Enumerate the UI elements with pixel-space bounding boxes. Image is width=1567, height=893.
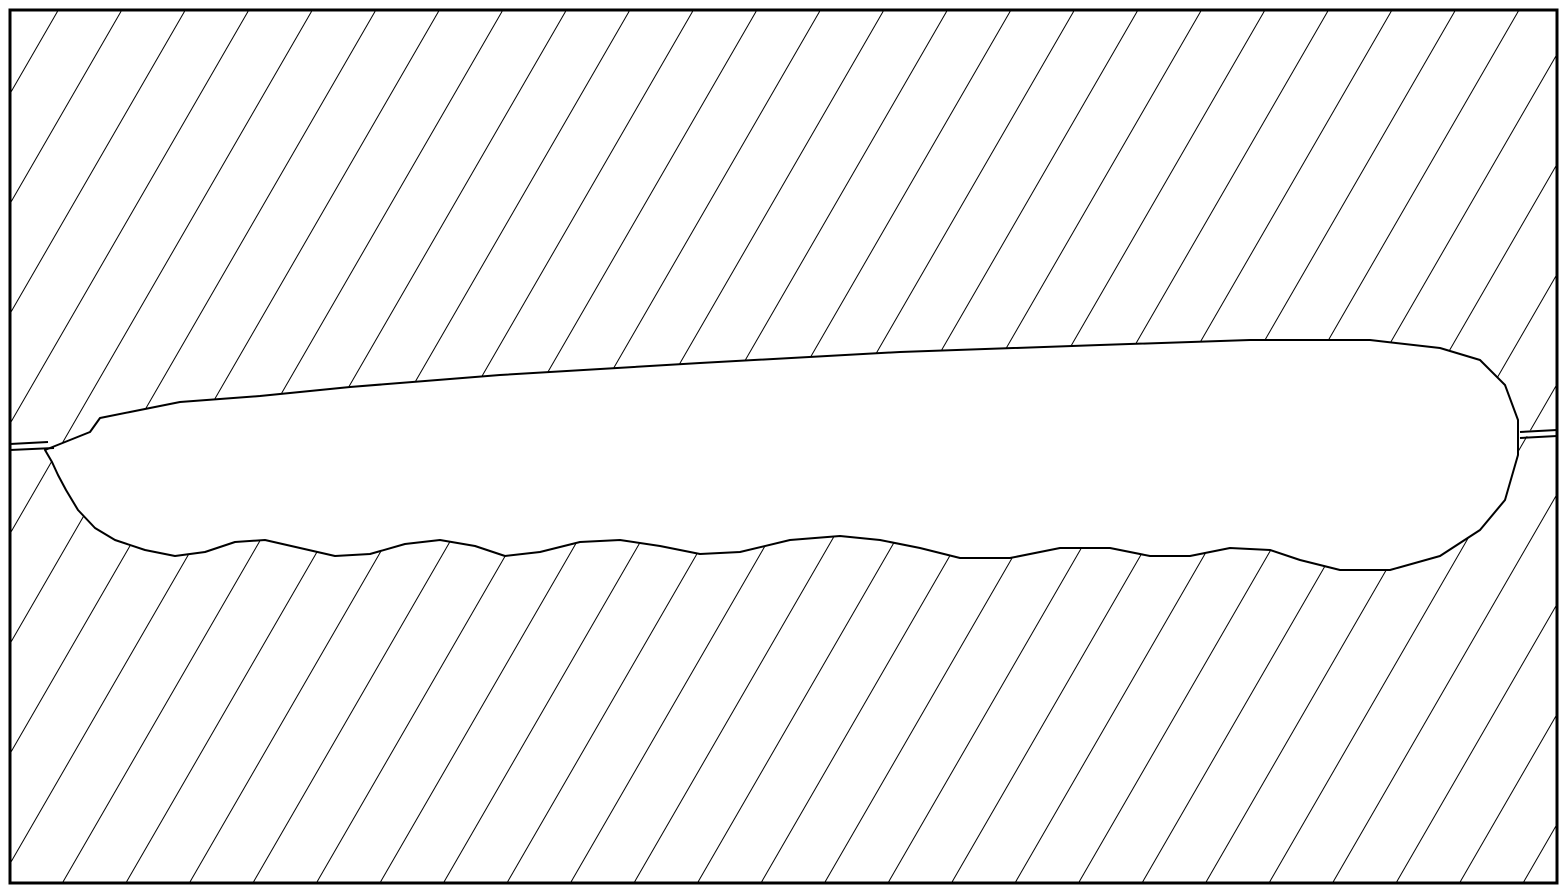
cross-section-svg — [0, 0, 1567, 893]
diagram-root — [0, 0, 1567, 893]
